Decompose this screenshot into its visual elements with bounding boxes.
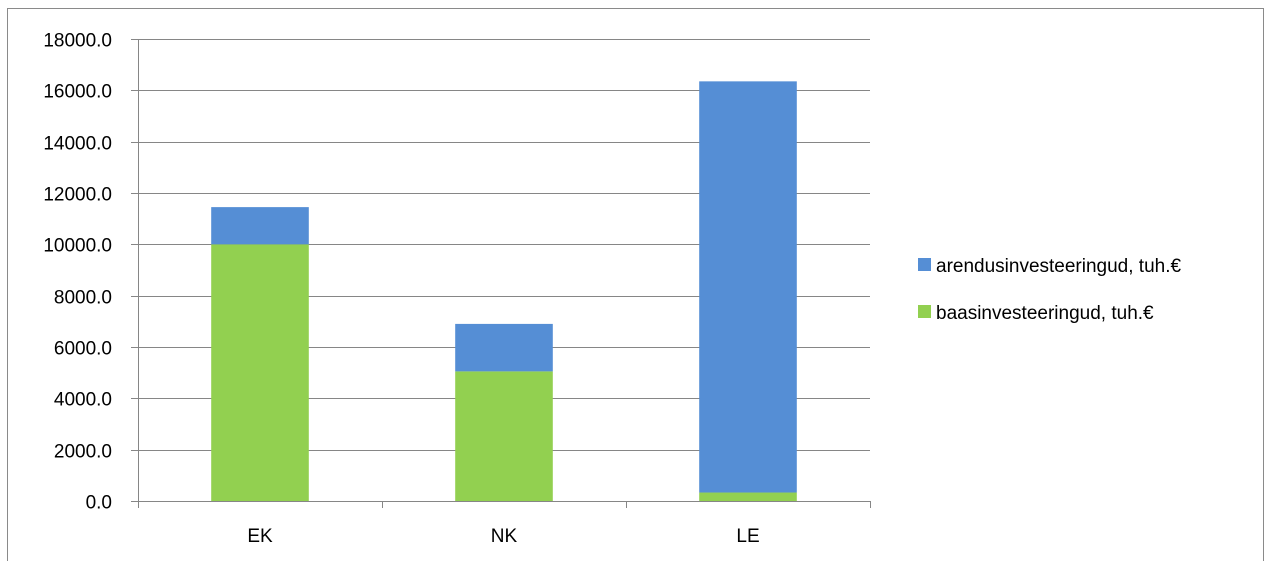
y-tick-label: 2000.0 (54, 442, 112, 463)
y-tick-label: 0.0 (86, 493, 112, 514)
chart-frame (7, 8, 1264, 561)
bar-ek-series-1 (211, 207, 309, 245)
y-tick-label: 8000.0 (54, 288, 112, 309)
y-tick-label: 10000.0 (43, 236, 112, 257)
legend-swatch (918, 305, 931, 318)
legend-label: arendusinvesteeringud, tuh.€ (936, 256, 1181, 277)
axes (131, 39, 871, 508)
bar-le-series-0 (699, 492, 797, 501)
y-tick-label: 14000.0 (43, 134, 112, 155)
x-axis-tick-labels: EK NK LE (247, 526, 759, 547)
y-axis-tick-labels: 0.0 2000.0 4000.0 6000.0 8000.0 10000.0 12000.… (43, 31, 112, 514)
x-tick-label: NK (491, 526, 518, 547)
bar-nk-series-1 (455, 323, 553, 372)
y-tick-label: 12000.0 (43, 185, 112, 206)
legend-swatch (918, 258, 931, 271)
y-tick-label: 16000.0 (43, 82, 112, 103)
bar-ek-series-0 (211, 244, 309, 502)
bar-le-series-1 (699, 81, 797, 493)
legend-label: baasinvesteeringud, tuh.€ (936, 303, 1154, 324)
bar-nk-series-0 (455, 371, 553, 501)
bars (211, 81, 797, 502)
x-tick-label: LE (736, 526, 759, 547)
x-tick-label: EK (247, 526, 273, 547)
y-tick-label: 6000.0 (54, 339, 112, 360)
y-tick-label: 18000.0 (43, 31, 112, 52)
legend: arendusinvesteeringud, tuh.€ baasinvestee… (918, 256, 1181, 324)
y-tick-label: 4000.0 (54, 390, 112, 411)
